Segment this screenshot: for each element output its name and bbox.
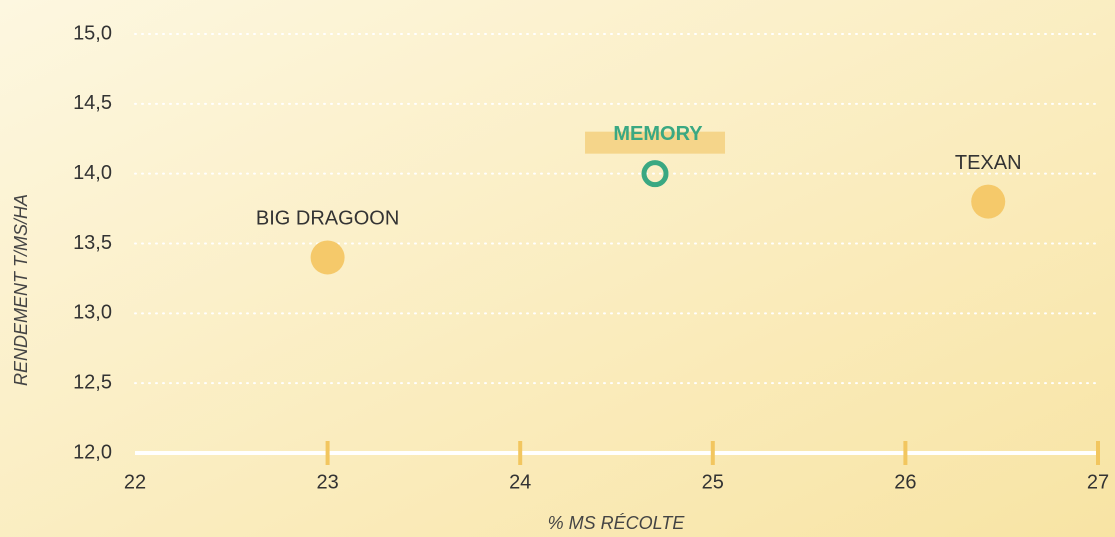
y-tick-label: 14,5 [73,92,112,114]
point-label: BIG DRAGOON [256,208,399,230]
x-tick-label: 27 [1087,471,1109,493]
y-tick-label: 12,0 [73,441,112,463]
y-tick-label: 12,5 [73,371,112,393]
y-tick-label: 13,0 [73,302,112,324]
x-tick-label: 25 [702,471,724,493]
x-axis-title: % MS RÉCOLTE [548,513,686,533]
point [310,240,345,275]
x-tick-label: 26 [894,471,916,493]
point-label: MEMORY [613,123,703,145]
y-tick-label: 14,0 [73,162,112,184]
x-tick-label: 23 [316,471,338,493]
y-tick-label: 13,5 [73,232,112,254]
y-axis-title: RENDEMENT T/MS/HA [11,194,31,386]
point [971,184,1006,219]
point [641,160,669,188]
x-tick-label: 22 [124,471,146,493]
label-highlight [585,131,726,154]
point-label: TEXAN [955,152,1022,174]
x-tick-label: 24 [509,471,531,493]
y-tick-label: 15,0 [73,22,112,44]
